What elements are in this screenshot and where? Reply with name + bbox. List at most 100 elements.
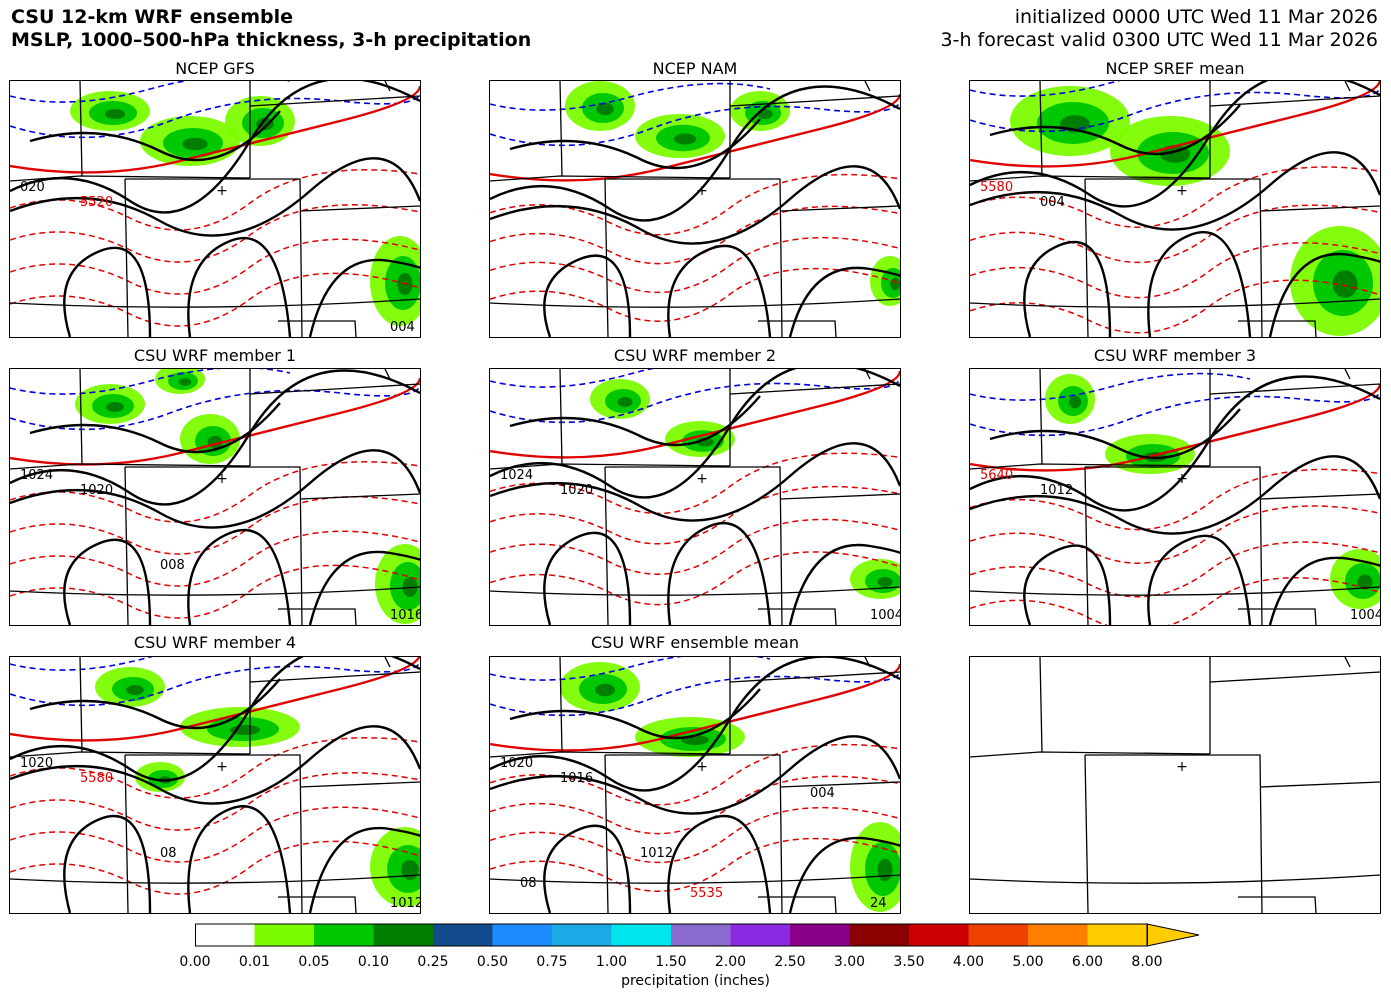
- thickness-line-warm: [490, 551, 900, 606]
- map-canvas: +5640 1012 1004: [970, 369, 1380, 625]
- isobar: [187, 528, 292, 625]
- thickness-line-warm: [10, 496, 420, 555]
- panel-title-ens-mean: CSU WRF ensemble mean: [590, 633, 799, 652]
- thickness-line-warm: [970, 166, 1380, 228]
- state-boundaries: [490, 369, 900, 625]
- colorbar-segment: [552, 924, 612, 946]
- isobar: [63, 246, 152, 337]
- contour-label: 004: [810, 786, 835, 801]
- colorbar-segment: [730, 924, 790, 946]
- contour-label: 5580: [980, 180, 1013, 195]
- thickness-line-5400: [10, 85, 420, 174]
- isobar: [29, 678, 281, 730]
- colorbar-tick-label: 0.01: [238, 954, 271, 970]
- map-canvas: +1020 5580 1012 08: [10, 657, 420, 913]
- panel-title-sref: NCEP SREF mean: [1105, 59, 1245, 78]
- isobar: [543, 531, 632, 625]
- thickness-line-warm: [970, 279, 1380, 334]
- isobar: [788, 543, 900, 625]
- station-marker: +: [696, 471, 708, 487]
- colorbar-tick-label: 0.05: [298, 954, 330, 970]
- precip-shading: [590, 379, 900, 599]
- thickness-line-cold: [490, 657, 771, 681]
- thickness-line-5400: [490, 663, 900, 752]
- thickness-line-warm: [10, 169, 420, 231]
- title-line-1: CSU 12-km WRF ensemble: [11, 6, 293, 28]
- contour-label: 1016: [390, 608, 420, 623]
- colorbar-tick-label: 3.00: [833, 954, 866, 970]
- contour-label: 5640: [980, 468, 1013, 483]
- station-marker: +: [696, 183, 708, 199]
- colorbar-segment: [968, 924, 1028, 946]
- thickness-line-warm: [490, 837, 900, 892]
- thickness-line-warm: [490, 267, 900, 322]
- map-canvas: +5580 004: [970, 81, 1380, 337]
- thickness-line-warm: [10, 564, 420, 619]
- isobar: [970, 81, 1380, 208]
- colorbar-segment: [1087, 924, 1147, 946]
- isobar: [509, 118, 761, 170]
- thickness-line-cold: [490, 664, 900, 717]
- colorbar-tick-label: 1.00: [595, 954, 628, 970]
- contour-label: 1020: [80, 483, 113, 498]
- contour-label: 5580: [80, 771, 113, 786]
- colorbar-segment: [671, 924, 731, 946]
- contour-label: 1004: [870, 608, 900, 623]
- precip-shading: [1045, 374, 1380, 609]
- thickness-line-warm: [10, 772, 420, 831]
- colorbar-tick-label: 0.25: [417, 954, 449, 970]
- map-canvas: +020 5520 004: [10, 81, 420, 337]
- colorbar-segment: [195, 924, 255, 946]
- state-boundaries: [10, 81, 420, 337]
- colorbar-segment: [433, 924, 493, 946]
- thickness-line-warm: [10, 530, 420, 587]
- isobar: [490, 165, 900, 245]
- thickness-line-warm: [970, 577, 1380, 625]
- isobar: [1147, 534, 1252, 625]
- isobar: [1023, 240, 1112, 337]
- panel-title-nam: NCEP NAM: [652, 59, 738, 78]
- thickness-line-warm: [490, 236, 900, 294]
- colorbar-segment: [909, 924, 969, 946]
- thickness-line-warm: [490, 485, 900, 545]
- contour-label: 08: [520, 876, 537, 891]
- contour-label: 24: [870, 896, 887, 911]
- isobar: [970, 375, 1380, 512]
- isobar: [509, 688, 761, 740]
- init-time: initialized 0000 UTC Wed 11 Mar 2026: [1014, 6, 1378, 28]
- station-marker: +: [216, 183, 228, 199]
- isobar: [308, 550, 420, 625]
- station-marker: +: [1176, 471, 1188, 487]
- contour-label: 008: [160, 558, 185, 573]
- station-marker: +: [216, 759, 228, 775]
- colorbar-segment: [611, 924, 671, 946]
- isobar: [187, 236, 292, 337]
- isobar: [1268, 252, 1380, 337]
- contour-label: 1012: [390, 896, 420, 911]
- thickness-line-cold: [10, 657, 420, 707]
- isobar: [543, 824, 632, 913]
- thickness-line-warm: [10, 238, 420, 295]
- station-marker: +: [1176, 759, 1188, 775]
- thickness-line-warm: [970, 468, 1380, 531]
- isobar: [63, 814, 152, 913]
- colorbar-tick-label: 1.50: [655, 954, 687, 970]
- isobar: [308, 826, 420, 913]
- title-line-2: MSLP, 1000–500-hPa thickness, 3-h precip…: [11, 29, 532, 51]
- colorbar-segment: [254, 924, 314, 946]
- colorbar-tick-label: 2.50: [774, 954, 806, 970]
- colorbar-segment: [314, 924, 374, 946]
- contour-label: 004: [390, 320, 415, 335]
- colorbar-segment: [373, 924, 433, 946]
- thickness-line-warm: [10, 806, 420, 863]
- state-boundaries: [970, 369, 1380, 625]
- station-marker: +: [696, 759, 708, 775]
- thickness-line-cold: [970, 372, 1251, 401]
- contour-label: 1020: [20, 756, 53, 771]
- precip-shading: [95, 667, 420, 907]
- isobar: [10, 157, 420, 237]
- isobar: [308, 258, 420, 337]
- isobar: [490, 735, 900, 815]
- thickness-line-cold: [490, 82, 771, 111]
- isobar: [10, 81, 420, 214]
